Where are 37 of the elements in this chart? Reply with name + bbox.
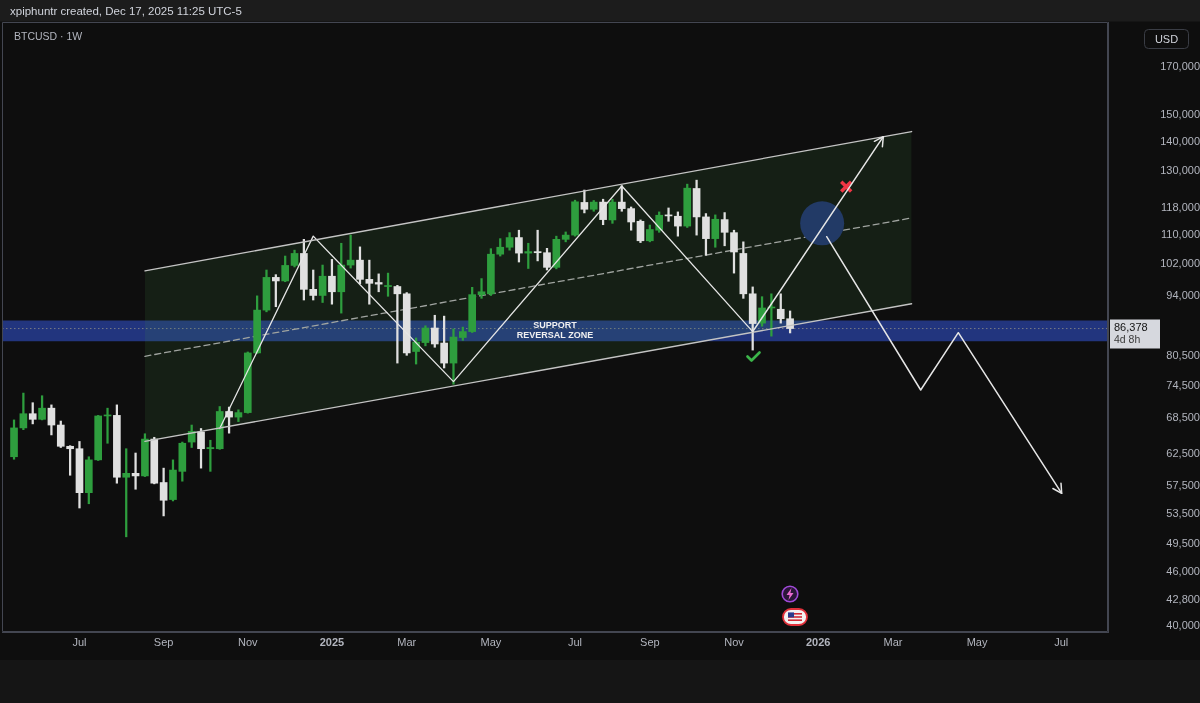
- text: 4d 8h: [1114, 333, 1141, 346]
- y-tick-label: 80,500: [1166, 348, 1200, 361]
- y-tick-label: 130,000: [1160, 163, 1200, 176]
- ref-line-label: 86,378: [1114, 320, 1148, 333]
- text: BTCUSD · 1W: [14, 30, 83, 43]
- x-tick-label: Sep: [153, 635, 174, 648]
- y-tick-label: 42,800: [1166, 593, 1200, 606]
- y-tick-label: 53,500: [1166, 506, 1200, 519]
- x-tick-label: 2025: [319, 635, 345, 648]
- y-tick-label: 40,000: [1166, 619, 1200, 632]
- y-tick-label: 57,500: [1166, 478, 1200, 491]
- y-tick-label: 49,500: [1166, 536, 1200, 549]
- y-axis-title: USD: [1154, 32, 1179, 45]
- y-tick-label: 68,500: [1166, 411, 1200, 424]
- band-label: SUPPORT REVERSAL ZONE: [516, 320, 594, 341]
- x-tick-label: May: [480, 635, 502, 648]
- y-tick-label: 140,000: [1160, 134, 1200, 147]
- x-tick-label: Jul: [568, 635, 583, 648]
- x-tick-label: Sep: [640, 635, 660, 648]
- x-tick-label: Nov: [724, 635, 745, 648]
- y-tick-label: 110,000: [1161, 228, 1200, 241]
- y-tick-label: 150,000: [1160, 108, 1200, 121]
- y-tick-label: 118,000: [1161, 201, 1200, 213]
- x-tick-label: Mar: [397, 635, 417, 648]
- y-tick-label: 62,500: [1166, 446, 1200, 459]
- x-tick-label: May: [966, 635, 988, 648]
- y-tick-label: 170,000: [1160, 59, 1200, 72]
- chart-subtitle: xpiphuntr created, Dec 17, 2025 11:25 UTC-5: [10, 4, 242, 18]
- x-tick-label: Nov: [238, 635, 259, 648]
- x-tick-label: Jul: [1054, 635, 1069, 648]
- y-tick-label: 46,000: [1166, 565, 1200, 578]
- x-tick-label: 2026: [805, 635, 831, 648]
- y-tick-label: 102,000: [1160, 257, 1200, 270]
- y-tick-label: 94,000: [1166, 288, 1200, 301]
- y-tick-label: 74,500: [1166, 378, 1200, 391]
- x-tick-label: Mar: [883, 635, 903, 648]
- x-tick-label: Jul: [72, 635, 87, 648]
